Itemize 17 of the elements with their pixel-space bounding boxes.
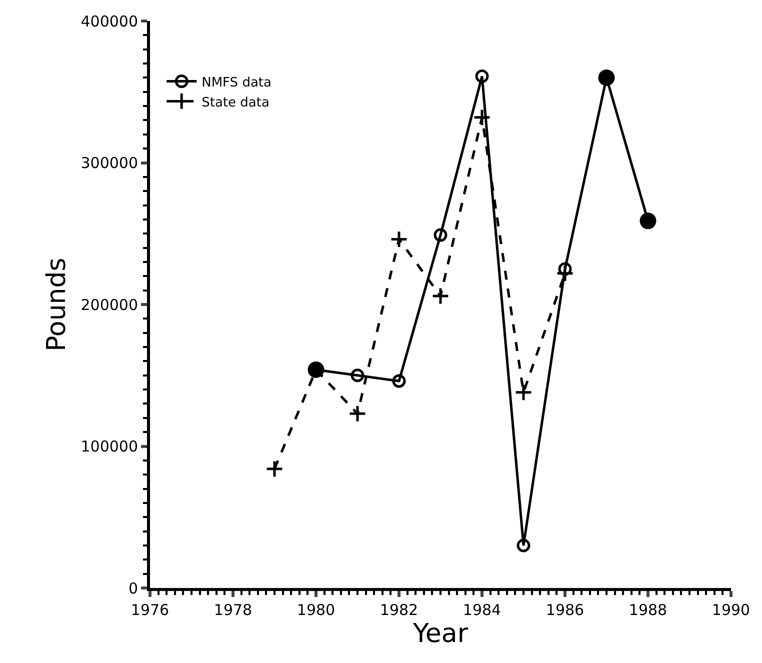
x-tick-label: 1988 [628, 601, 668, 619]
y-tick-label: 0 [128, 579, 138, 598]
x-tick-label: 1976 [130, 601, 170, 619]
y-axis-title: Pounds [42, 258, 72, 352]
x-tick-label: 1990 [712, 601, 750, 619]
y-tick-label: 300000 [80, 154, 138, 172]
x-tick-label: 1982 [380, 601, 418, 619]
x-tick-label: 1978 [214, 601, 252, 619]
x-tick-label: 1986 [546, 601, 584, 619]
x-axis-title: Year [412, 619, 468, 649]
y-tick-label: 400000 [80, 12, 138, 30]
legend-label: State data [202, 95, 270, 110]
y-tick-label: 200000 [80, 296, 138, 314]
y-tick-label: 100000 [80, 438, 138, 456]
x-tick-label: 1980 [296, 601, 336, 619]
legend-label: NMFS data [202, 75, 272, 90]
x-tick-label: 1984 [462, 601, 502, 619]
